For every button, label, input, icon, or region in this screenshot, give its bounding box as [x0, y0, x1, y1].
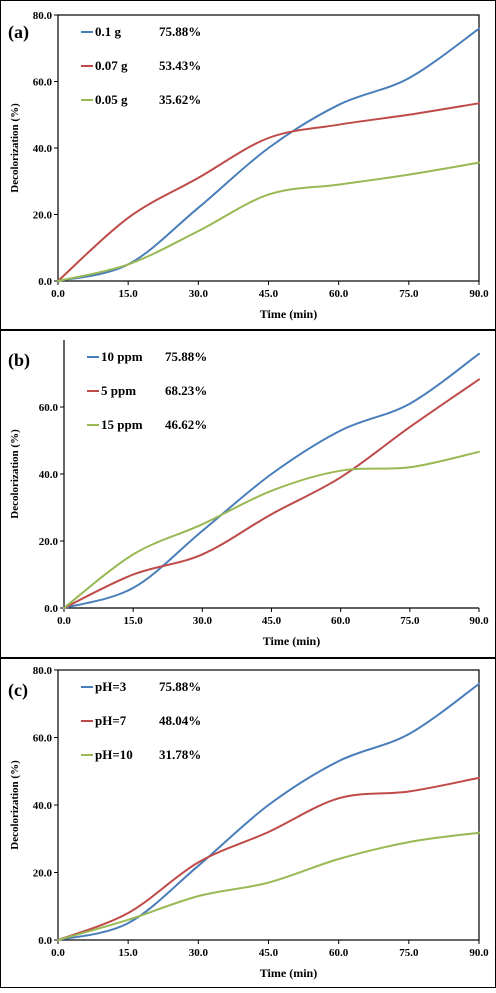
y-tick-label: 60.0	[39, 402, 59, 414]
x-tick-label: 30.0	[189, 288, 209, 300]
x-tick-label: 15.0	[124, 615, 144, 627]
legend-value-1: 75.88%	[159, 24, 201, 39]
y-tick-label: 20.0	[33, 868, 53, 880]
series-line-2	[63, 378, 480, 609]
x-tick-label: 90.0	[469, 288, 489, 300]
legend-label-3: 0.05 g	[95, 92, 128, 107]
panel-label: (b)	[8, 350, 30, 371]
panel-b: 0.0 15.0 30.0 45.0 60.0 75.0 90.0 0.0 20.0 40.0 60…	[0, 330, 496, 658]
chart-b: 0.0 15.0 30.0 45.0 60.0 75.0 90.0 0.0 20.0 40.0 60…	[0, 330, 496, 658]
x-axis-title: Time (min)	[263, 634, 320, 648]
legend-label-1: 10 ppm	[101, 349, 143, 364]
series-line-1	[57, 682, 480, 941]
legend-label-2: 5 ppm	[101, 383, 136, 398]
y-tick-label: 20.0	[39, 536, 59, 548]
x-tick-label: 0.0	[57, 615, 71, 627]
x-tick-label: 0.0	[51, 288, 65, 300]
x-tick-label: 45.0	[259, 288, 279, 300]
x-tick-label: 30.0	[189, 947, 209, 959]
y-axis-title: Decolorization (%)	[9, 760, 21, 850]
legend-value-2: 68.23%	[165, 383, 207, 398]
y-tick-label: 60.0	[33, 77, 53, 89]
x-tick-label: 15.0	[119, 288, 139, 300]
series-line-1	[63, 352, 480, 609]
legend-value-3: 35.62%	[159, 92, 201, 107]
x-tick-label: 75.0	[399, 947, 419, 959]
x-tick-label: 0.0	[51, 947, 65, 959]
y-tick-label: 60.0	[33, 733, 53, 745]
legend-value-3: 31.78%	[159, 747, 201, 762]
y-tick-label: 0.0	[38, 276, 52, 288]
legend-value-3: 46.62%	[165, 417, 207, 432]
x-tick-label: 45.0	[262, 615, 282, 627]
series-line-2	[57, 102, 480, 282]
panel-c: 0.0 15.0 30.0 45.0 60.0 75.0 90.0 0.0 20.0 40.0 60…	[0, 658, 496, 988]
legend-label-2: pH=7	[95, 713, 127, 728]
x-tick-label: 15.0	[119, 947, 139, 959]
legend-value-1: 75.88%	[165, 349, 207, 364]
y-tick-label: 40.0	[39, 469, 59, 481]
series-line-3	[57, 831, 480, 941]
x-tick-label: 90.0	[469, 615, 489, 627]
x-tick-label: 75.0	[400, 615, 420, 627]
legend-label-2: 0.07 g	[95, 58, 128, 73]
x-tick-label: 90.0	[469, 947, 489, 959]
panel-label: (c)	[8, 680, 28, 701]
series-line-3	[63, 450, 480, 609]
x-tick-label: 60.0	[329, 288, 349, 300]
chart-a: 0.0 15.0 30.0 45.0 60.0 75.0 90.0 0.0 20.0 40.0 60…	[0, 0, 496, 330]
y-tick-label: 40.0	[33, 800, 53, 812]
y-tick-label: 20.0	[33, 210, 53, 222]
legend-value-1: 75.88%	[159, 679, 201, 694]
legend-label-1: 0.1 g	[95, 24, 122, 39]
y-tick-label: 0.0	[44, 603, 58, 615]
x-tick-label: 45.0	[259, 947, 279, 959]
legend-value-2: 53.43%	[159, 58, 201, 73]
chart-c: 0.0 15.0 30.0 45.0 60.0 75.0 90.0 0.0 20.0 40.0 60…	[0, 658, 496, 988]
y-tick-label: 40.0	[33, 143, 53, 155]
y-tick-label: 80.0	[33, 665, 53, 677]
series-line-3	[57, 161, 480, 282]
legend-label-3: pH=10	[95, 747, 133, 762]
panel-label: (a)	[8, 22, 29, 43]
y-tick-label: 80.0	[33, 10, 53, 22]
x-tick-label: 30.0	[193, 615, 213, 627]
x-axis-title: Time (min)	[260, 966, 317, 980]
x-tick-label: 60.0	[329, 947, 349, 959]
legend-value-2: 48.04%	[159, 713, 201, 728]
legend-label-3: 15 ppm	[101, 417, 143, 432]
legend-label-1: pH=3	[95, 679, 127, 694]
x-tick-label: 75.0	[399, 288, 419, 300]
y-tick-label: 0.0	[38, 935, 52, 947]
panel-a: 0.0 15.0 30.0 45.0 60.0 75.0 90.0 0.0 20.0 40.0 60…	[0, 0, 496, 330]
y-axis-title: Decolorization (%)	[9, 103, 21, 193]
x-tick-label: 60.0	[331, 615, 351, 627]
series-line-2	[57, 776, 480, 941]
x-axis-title: Time (min)	[260, 307, 317, 321]
y-axis-title: Decolorization (%)	[9, 429, 21, 519]
